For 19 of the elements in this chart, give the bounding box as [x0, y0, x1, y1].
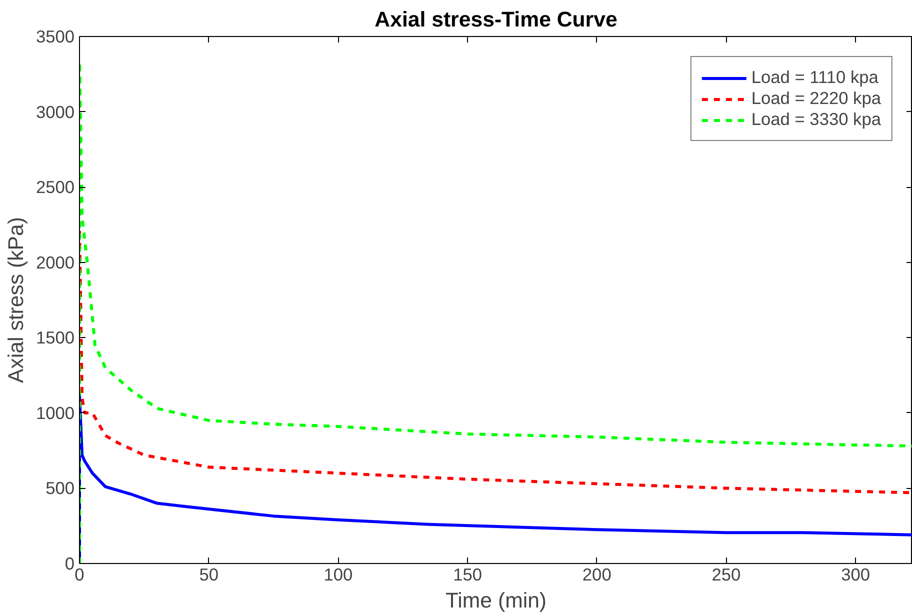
chart-title: Axial stress-Time Curve	[374, 8, 618, 32]
x-tick-label: 150	[453, 564, 482, 584]
legend-label: Load = 2220 kpa	[751, 88, 881, 109]
y-tick-label: 1000	[36, 402, 75, 423]
x-tick-label: 300	[841, 564, 870, 584]
x-axis-title: Time (min)	[445, 588, 547, 612]
y-tick-label: 500	[46, 478, 75, 498]
x-tick-label: 100	[324, 564, 353, 584]
y-tick-label: 3000	[36, 102, 75, 122]
y-tick-label: 3500	[36, 26, 75, 46]
x-tick-label: 50	[199, 564, 218, 584]
y-tick-label: 2500	[36, 177, 75, 198]
x-tick-label: 250	[712, 564, 741, 584]
y-tick-label: 1500	[36, 328, 75, 348]
legend-label: Load = 3330 kpa	[751, 109, 881, 130]
legend-label: Load = 1110 kpa	[751, 67, 878, 88]
y-tick-label: 2000	[36, 252, 75, 272]
y-axis-title: Axial stress (kPa)	[4, 217, 28, 383]
x-tick-label: 200	[582, 564, 612, 584]
